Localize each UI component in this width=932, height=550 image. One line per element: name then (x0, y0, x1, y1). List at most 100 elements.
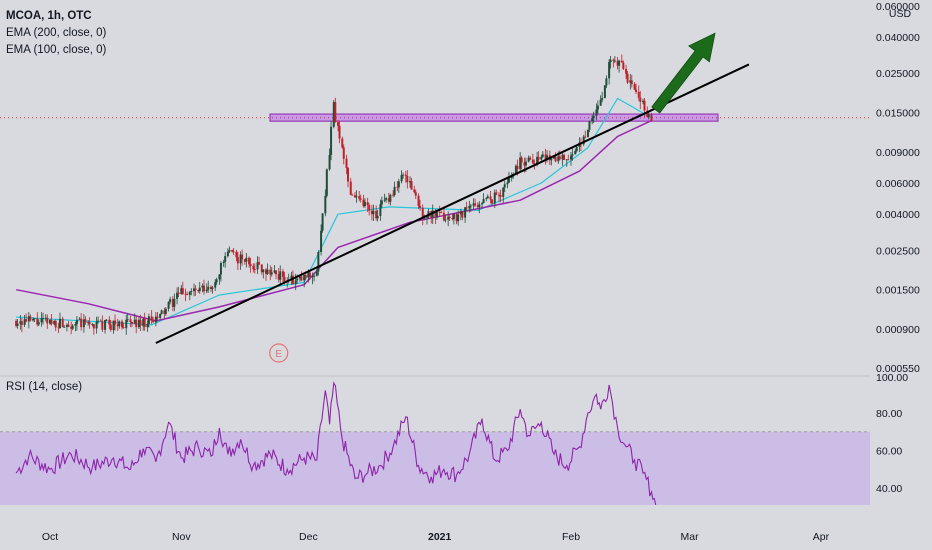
candle-body (574, 151, 577, 155)
candle-body (616, 60, 619, 66)
candle-body (256, 262, 259, 270)
price-tick-label: 0.000550 (876, 363, 920, 375)
price-pane (0, 54, 870, 377)
date-tick-label: Dec (299, 531, 318, 543)
trendline (155, 63, 750, 344)
date-axis[interactable]: Oct Nov Dec 2021 Feb Mar Apr (42, 531, 830, 543)
candle-body (231, 250, 234, 252)
candle-body (503, 184, 506, 188)
candle-body (639, 97, 642, 102)
candle-body (565, 159, 568, 161)
candle-body (281, 271, 284, 277)
candle-body (294, 280, 297, 285)
candle-body (142, 318, 145, 326)
candle-body (33, 318, 36, 320)
candle-body (23, 319, 26, 325)
candle-body (313, 275, 316, 277)
candle-body (328, 154, 331, 170)
candle-body (147, 316, 150, 324)
rsi-tick-label: 80.00 (876, 408, 902, 420)
candle-body (315, 271, 318, 276)
candle-body (553, 156, 556, 159)
candle-body (167, 301, 170, 309)
candle-body (469, 205, 472, 207)
candle-body (372, 210, 375, 215)
candle-body (129, 319, 132, 323)
date-tick-label: Mar (681, 531, 700, 543)
candle-body (379, 204, 382, 216)
candle-body (550, 158, 553, 161)
candle-body (188, 291, 191, 295)
candle-body (392, 194, 395, 196)
price-tick-label: 0.002500 (876, 245, 920, 257)
candle-body (15, 320, 18, 326)
candle-body (387, 198, 390, 202)
candle-body (584, 136, 587, 138)
candle-body (97, 320, 100, 322)
candle-body (84, 319, 87, 323)
candle-body (87, 322, 90, 324)
price-tick-label: 0.006000 (876, 178, 920, 190)
candle-body (20, 321, 23, 325)
date-tick-label: Apr (813, 531, 830, 543)
symbol-legend[interactable]: MCOA, 1h, OTC (6, 10, 92, 22)
ema200-legend[interactable]: EMA (200, close, 0) (6, 27, 107, 39)
rsi-tick-label: 100.00 (876, 372, 908, 384)
candle-body (493, 192, 496, 204)
rsi-tick-label: 60.00 (876, 446, 902, 458)
candle-body (472, 203, 475, 206)
candle-body (277, 274, 280, 280)
candle-body (99, 320, 102, 322)
candle-body (325, 169, 328, 196)
candle-body (404, 174, 407, 176)
candle-body (622, 62, 625, 70)
candle-body (609, 59, 612, 63)
price-tick-label: 0.040000 (876, 32, 920, 44)
candle-body (311, 276, 314, 278)
candle-body (502, 187, 505, 197)
candle-body (269, 269, 272, 275)
ema100-line (16, 97, 652, 326)
candle-body (260, 264, 263, 273)
candle-body (270, 272, 273, 275)
candle-body (180, 288, 183, 295)
candle-body (366, 202, 369, 206)
candle-body (150, 316, 153, 321)
price-tick-label: 0.004000 (876, 209, 920, 221)
candle-body (481, 203, 484, 205)
candle-body (396, 186, 399, 188)
candle-body (91, 324, 94, 325)
candle-body (205, 289, 208, 292)
candle-body (516, 165, 519, 170)
candle-body (351, 194, 354, 196)
candle-body (252, 265, 255, 270)
candle-body (457, 214, 460, 222)
rsi-band (0, 431, 870, 505)
candles (15, 54, 653, 335)
candle-body (533, 163, 536, 165)
candle-body (591, 118, 594, 122)
candle-body (298, 276, 301, 279)
candle-body (370, 210, 373, 215)
candle-body (273, 270, 276, 273)
candle-body (232, 251, 235, 253)
candle-body (248, 257, 251, 265)
candle-body (121, 321, 124, 328)
candle-body (104, 319, 107, 330)
rsi-legend[interactable]: RSI (14, close) (6, 381, 83, 393)
candle-body (603, 85, 606, 99)
ema100-legend[interactable]: EMA (100, close, 0) (6, 44, 107, 56)
candle-body (400, 175, 403, 182)
candle-body (211, 287, 214, 290)
candle-body (154, 316, 157, 323)
candle-body (130, 322, 133, 324)
candle-body (245, 257, 248, 262)
candle-body (447, 216, 450, 220)
candle-body (536, 156, 539, 164)
candle-body (54, 320, 57, 328)
candle-body (478, 204, 481, 208)
candle-body (133, 319, 136, 324)
candle-body (218, 274, 221, 280)
